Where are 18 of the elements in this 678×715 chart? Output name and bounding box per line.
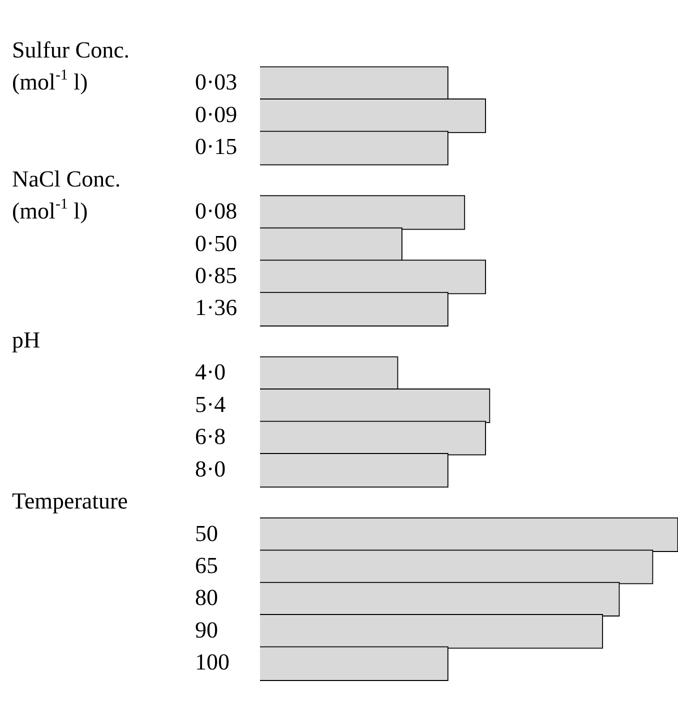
- y-tick-label: 4·0: [195, 360, 226, 385]
- y-tick-label: 0·15: [195, 134, 238, 160]
- y-tick-label: 50: [195, 520, 218, 546]
- y-tick-label: 0·85: [195, 262, 238, 288]
- text: pH: [12, 327, 40, 352]
- y-tick-label: 6·8: [195, 424, 226, 450]
- y-tick-label: 1·36: [195, 295, 238, 320]
- y-tick-label: 100: [195, 650, 230, 675]
- y-tick-label: 0·09: [195, 102, 238, 127]
- y-tick-label: 5·4: [195, 392, 226, 417]
- y-tick-label: 0·08: [195, 198, 238, 224]
- y-tick-label: 65: [195, 552, 218, 578]
- y-tick-label: 8·0: [195, 456, 226, 482]
- y-tick-label: 90: [195, 617, 218, 642]
- text: Temperature: [12, 488, 128, 514]
- y-tick-label: 0·03: [195, 70, 238, 95]
- y-tick-label: 0·50: [195, 230, 238, 256]
- y-tick-label: 80: [195, 585, 218, 610]
